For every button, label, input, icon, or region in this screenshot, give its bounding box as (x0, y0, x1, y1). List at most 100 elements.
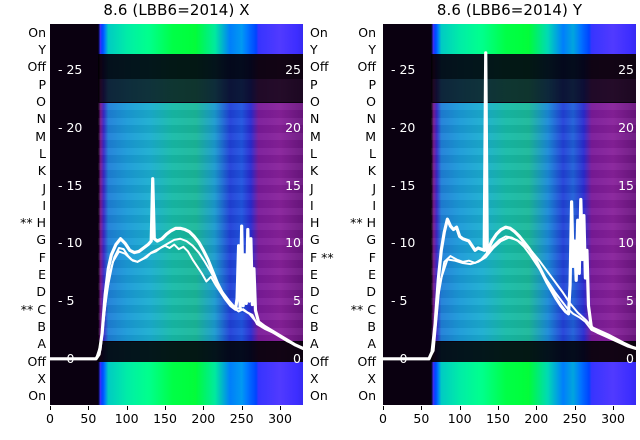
trace-line (383, 236, 636, 360)
category-label: O (310, 93, 320, 109)
x-tick-mark (280, 406, 281, 410)
heat-left-margin (383, 24, 432, 405)
x-tick-mark (88, 406, 90, 410)
trace-line (383, 235, 636, 360)
x-tick-label: 300 (601, 411, 625, 426)
category-label: P (310, 76, 318, 92)
heat-left-margin (50, 24, 99, 405)
category-label: G (36, 232, 46, 248)
category-label: X (37, 371, 46, 387)
category-label: G (366, 232, 376, 248)
category-label: L (310, 145, 317, 161)
category-label: A (367, 336, 376, 352)
x-tick-label: 50 (80, 411, 97, 426)
x-tick-mark (498, 406, 499, 410)
category-label: B (37, 319, 46, 335)
category-label: ** H (350, 215, 376, 231)
x-tick-label: 250 (562, 411, 587, 426)
x-tick-label: 300 (268, 411, 292, 426)
category-label: D (310, 284, 320, 300)
heatmap-x (50, 24, 303, 405)
category-label: P (368, 76, 376, 92)
category-label: ** H (20, 215, 46, 231)
category-label: Off (357, 59, 376, 75)
category-label: N (310, 111, 320, 127)
category-label: Off (310, 353, 329, 369)
trace-line (383, 51, 636, 361)
x-axis-x: 0 50 100 150 200 250 300 (46, 406, 303, 436)
x-tick-mark (459, 406, 461, 410)
x-tick-label: 0 (379, 411, 387, 426)
x-tick-mark (536, 406, 538, 410)
category-label: J (42, 180, 46, 196)
category-label: On (28, 388, 46, 404)
heat-band (383, 79, 636, 103)
heat-band (383, 341, 636, 363)
x-tick-mark (165, 406, 166, 410)
category-label: Off (357, 353, 376, 369)
category-label: A (37, 336, 46, 352)
category-label: Off (310, 59, 329, 75)
x-tick-mark (421, 406, 423, 410)
panel-title-y: 8.6 (LBB6=2014) Y (436, 1, 583, 19)
category-label: On (358, 388, 376, 404)
x-tick-label: 200 (191, 411, 216, 426)
heatmap-y (383, 24, 636, 405)
x-tick-label: 150 (153, 411, 177, 426)
panel-title-x: 8.6 (LBB6=2014) X (103, 1, 250, 19)
category-label: I (372, 197, 376, 213)
x-tick-label: 100 (447, 411, 472, 426)
x-tick-label: 200 (524, 411, 549, 426)
x-tick-mark (613, 406, 614, 410)
heat-band (50, 341, 303, 363)
x-tick-label: 250 (229, 411, 254, 426)
x-tick-mark (126, 406, 128, 410)
category-axis-mid: On Y Off P O N M L K J I H G F ** E D C B A Off X On (306, 24, 336, 405)
category-label: Y (38, 41, 46, 57)
category-label: E (310, 267, 318, 283)
category-label: Off (27, 353, 46, 369)
category-label: O (36, 93, 46, 109)
x-tick-mark (203, 406, 205, 410)
category-label: On (310, 24, 328, 40)
category-axis-left: On Y Off P O N M L K J I ** H G F E D ** C B A Off X On (2, 24, 50, 405)
category-label: J (372, 180, 376, 196)
category-label: O (366, 93, 376, 109)
category-label: On (28, 24, 46, 40)
category-label: Y (368, 41, 376, 57)
category-axis-mid-2: On Y Off P O N M L K J I ** H G F E D ** C B A Off X On (334, 24, 380, 405)
category-label: I (42, 197, 46, 213)
category-label: X (310, 371, 319, 387)
category-label: X (367, 371, 376, 387)
x-tick-mark (383, 406, 384, 410)
category-label: Off (27, 59, 46, 75)
trace-line (50, 243, 303, 360)
category-label: ** C (20, 301, 46, 317)
category-label: C (310, 301, 319, 317)
category-label: M (365, 128, 376, 144)
trace-line (50, 177, 303, 361)
heat-band (50, 79, 303, 103)
x-tick-mark (574, 406, 576, 410)
category-label: N (366, 111, 376, 127)
x-tick-label: 150 (486, 411, 510, 426)
category-label: A (310, 336, 319, 352)
category-label: M (35, 128, 46, 144)
category-label: D (36, 284, 46, 300)
category-label: N (36, 111, 46, 127)
category-label: D (366, 284, 376, 300)
category-label: On (310, 388, 328, 404)
category-label: G (310, 232, 320, 248)
x-tick-mark (50, 406, 51, 410)
x-tick-mark (241, 406, 243, 410)
category-label: F (38, 249, 46, 265)
category-label: H (310, 215, 320, 231)
x-tick-label: 100 (114, 411, 139, 426)
category-label: L (369, 145, 376, 161)
trace-overlay-x (50, 177, 303, 361)
trace-overlay-y (383, 51, 636, 361)
category-label: M (310, 128, 321, 144)
